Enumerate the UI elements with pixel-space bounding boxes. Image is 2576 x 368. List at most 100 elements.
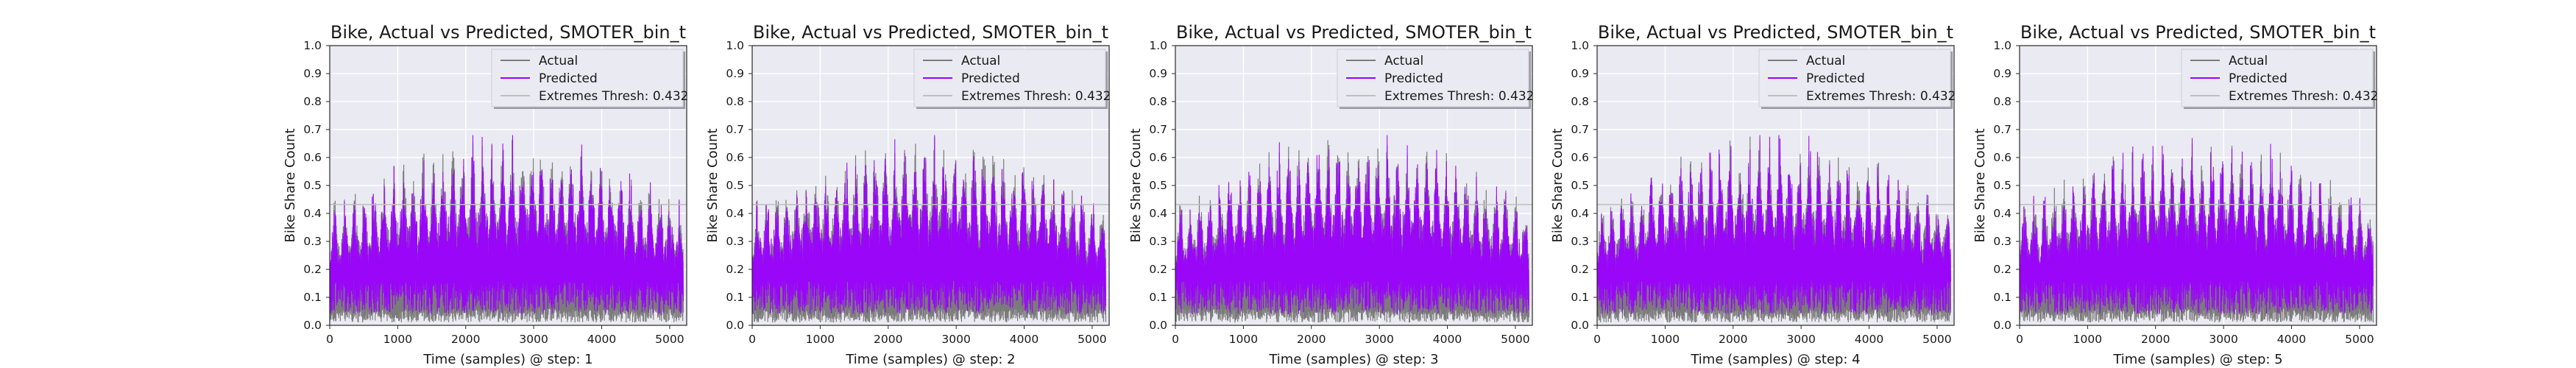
x-tick-label: 2000 bbox=[451, 333, 480, 346]
y-tick-label: 0.6 bbox=[1571, 151, 1589, 164]
chart-title: Bike, Actual vs Predicted, SMOTER_bin_t bbox=[753, 22, 1108, 43]
y-tick-label: 0.5 bbox=[1149, 179, 1167, 192]
x-tick-label: 4000 bbox=[1010, 333, 1038, 346]
legend-label: Extremes Thresh: 0.432 bbox=[2229, 89, 2379, 104]
x-tick-label: 1000 bbox=[1651, 333, 1680, 346]
legend: Actual Predicted Extremes Thresh: 0.432 bbox=[491, 49, 689, 107]
legend-label: Actual bbox=[539, 54, 578, 68]
x-tick-label: 3000 bbox=[1365, 333, 1393, 346]
x-tick-label: 1000 bbox=[2073, 333, 2102, 346]
y-tick-label: 0.8 bbox=[1149, 95, 1167, 108]
y-axis-label: Bike Share Count bbox=[1550, 128, 1565, 242]
x-tick-label: 5000 bbox=[1078, 333, 1106, 346]
predicted-series-line bbox=[2019, 138, 2374, 314]
legend: Actual Predicted Extremes Thresh: 0.432 bbox=[1758, 49, 1956, 107]
legend-label: Predicted bbox=[1806, 71, 1865, 86]
y-tick-label: 0.9 bbox=[1571, 67, 1589, 80]
x-tick-label: 0 bbox=[2016, 333, 2023, 346]
x-tick-label: 3000 bbox=[941, 333, 970, 346]
y-tick-label: 0.1 bbox=[1149, 291, 1167, 304]
y-tick-label: 0.5 bbox=[1571, 179, 1589, 192]
y-tick-label: 0.3 bbox=[726, 235, 744, 248]
y-axis-label: Bike Share Count bbox=[283, 128, 298, 242]
y-tick-label: 0.8 bbox=[1571, 95, 1589, 108]
y-tick-label: 0.7 bbox=[303, 123, 322, 136]
x-tick-label: 2000 bbox=[1719, 333, 1747, 346]
legend-label: Extremes Thresh: 0.432 bbox=[961, 89, 1111, 104]
y-tick-label: 0.4 bbox=[1571, 207, 1589, 220]
y-tick-label: 0.6 bbox=[1149, 151, 1167, 164]
y-tick-label: 0.3 bbox=[303, 235, 322, 248]
y-tick-label: 0.9 bbox=[1993, 67, 2011, 80]
y-tick-label: 0.2 bbox=[1149, 263, 1167, 276]
y-tick-label: 0.3 bbox=[1571, 235, 1589, 248]
y-tick-label: 0.3 bbox=[1149, 235, 1167, 248]
y-tick-label: 0.7 bbox=[1571, 123, 1589, 136]
chart-title: Bike, Actual vs Predicted, SMOTER_bin_t bbox=[2020, 22, 2376, 43]
predicted-series-line bbox=[1175, 135, 1529, 314]
legend-label: Predicted bbox=[539, 71, 598, 86]
y-tick-label: 0.9 bbox=[303, 67, 322, 80]
legend-label: Extremes Thresh: 0.432 bbox=[539, 89, 689, 104]
legend: Actual Predicted Extremes Thresh: 0.432 bbox=[2181, 49, 2379, 107]
predicted-series-line bbox=[1596, 135, 1951, 314]
y-tick-label: 0.0 bbox=[1571, 319, 1589, 332]
y-tick-label: 1.0 bbox=[303, 39, 322, 52]
y-tick-label: 0.2 bbox=[303, 263, 322, 276]
x-tick-label: 3000 bbox=[519, 333, 548, 346]
y-axis-label: Bike Share Count bbox=[705, 128, 721, 242]
x-tick-label: 1000 bbox=[383, 333, 412, 346]
x-tick-label: 4000 bbox=[587, 333, 616, 346]
y-tick-label: 0.0 bbox=[1993, 319, 2011, 332]
x-tick-label: 5000 bbox=[1501, 333, 1529, 346]
y-tick-label: 0.7 bbox=[1993, 123, 2011, 136]
y-tick-label: 0.3 bbox=[1993, 235, 2011, 248]
y-tick-label: 0.4 bbox=[1993, 207, 2011, 220]
y-tick-label: 0.0 bbox=[1149, 319, 1167, 332]
y-tick-label: 0.2 bbox=[726, 263, 744, 276]
x-tick-label: 2000 bbox=[2141, 333, 2170, 346]
y-tick-label: 0.9 bbox=[1149, 67, 1167, 80]
x-tick-label: 4000 bbox=[1433, 333, 1462, 346]
chart-title: Bike, Actual vs Predicted, SMOTER_bin_t bbox=[1598, 22, 1953, 43]
y-tick-label: 0.8 bbox=[303, 95, 322, 108]
x-tick-label: 0 bbox=[749, 333, 756, 346]
legend-label: Actual bbox=[2229, 54, 2268, 68]
y-tick-label: 1.0 bbox=[1149, 39, 1167, 52]
legend: Actual Predicted Extremes Thresh: 0.432 bbox=[1337, 49, 1535, 107]
y-tick-label: 0.8 bbox=[726, 95, 744, 108]
x-tick-label: 5000 bbox=[655, 333, 684, 346]
legend: Actual Predicted Extremes Thresh: 0.432 bbox=[913, 49, 1111, 107]
x-axis-label: Time (samples) @ step: 3 bbox=[1268, 352, 1438, 367]
x-tick-label: 0 bbox=[1593, 333, 1601, 346]
subplot-3: 0 1000 2000 3000 4000 5000 0.0 0.1 0.2 0.3 0.4 0.5 0… bbox=[1128, 22, 1535, 367]
y-tick-label: 0.6 bbox=[1993, 151, 2011, 164]
y-tick-label: 0.5 bbox=[1993, 179, 2011, 192]
y-tick-label: 0.6 bbox=[726, 151, 744, 164]
x-tick-label: 3000 bbox=[1786, 333, 1815, 346]
x-axis-label: Time (samples) @ step: 4 bbox=[1690, 352, 1860, 367]
y-tick-label: 0.0 bbox=[726, 319, 744, 332]
y-tick-label: 1.0 bbox=[1571, 39, 1589, 52]
x-axis-label: Time (samples) @ step: 2 bbox=[845, 352, 1015, 367]
x-tick-label: 1000 bbox=[1229, 333, 1258, 346]
y-axis-label: Bike Share Count bbox=[1128, 128, 1144, 242]
subplot-4: 0 1000 2000 3000 4000 5000 0.0 0.1 0.2 0.3 0.4 0.5 0… bbox=[1550, 22, 1956, 367]
y-tick-label: 0.4 bbox=[726, 207, 744, 220]
subplot-2: 0 1000 2000 3000 4000 5000 0.0 0.1 0.2 0.3 0.4 0.5 0… bbox=[705, 22, 1111, 367]
y-axis-label: Bike Share Count bbox=[1972, 128, 1988, 242]
y-tick-label: 0.1 bbox=[1993, 291, 2011, 304]
x-axis-label: Time (samples) @ step: 1 bbox=[422, 352, 592, 367]
subplot-5: 0 1000 2000 3000 4000 5000 0.0 0.1 0.2 0.3 0.4 0.5 0… bbox=[1972, 22, 2379, 367]
y-tick-label: 0.0 bbox=[303, 319, 322, 332]
y-tick-label: 0.1 bbox=[303, 291, 322, 304]
legend-label: Actual bbox=[1806, 54, 1845, 68]
x-tick-label: 5000 bbox=[2345, 333, 2374, 346]
y-tick-label: 0.8 bbox=[1993, 95, 2011, 108]
y-tick-label: 0.1 bbox=[726, 291, 744, 304]
predicted-series-line bbox=[751, 135, 1106, 314]
x-tick-label: 3000 bbox=[2209, 333, 2237, 346]
y-tick-label: 0.9 bbox=[726, 67, 744, 80]
y-tick-label: 1.0 bbox=[1993, 39, 2011, 52]
